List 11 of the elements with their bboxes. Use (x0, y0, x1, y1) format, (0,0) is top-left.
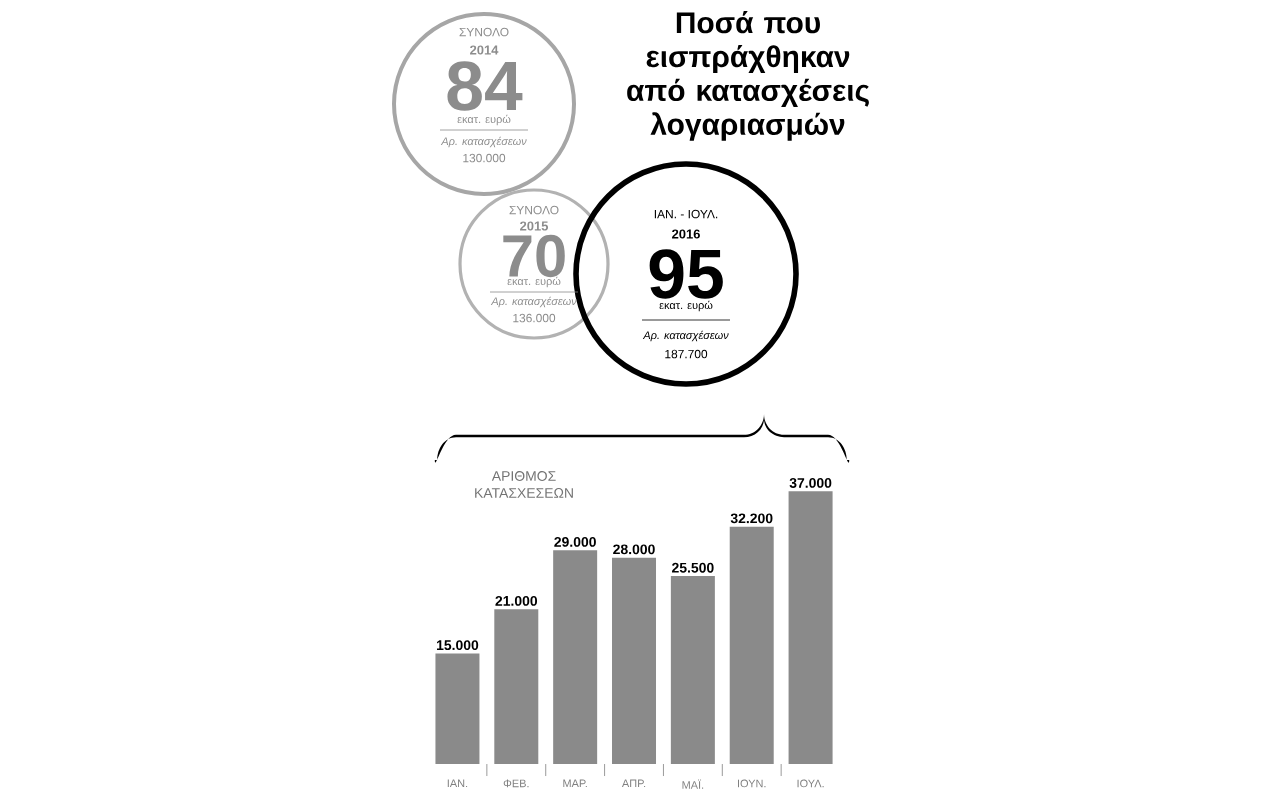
bar (670, 576, 715, 765)
bar (612, 557, 657, 765)
bar (553, 550, 598, 765)
text: 95 (649, 249, 723, 299)
text: 84 (447, 61, 523, 111)
bar (729, 526, 774, 765)
text: 70 (503, 234, 565, 278)
bar (788, 491, 833, 765)
bar (494, 609, 539, 765)
bar (435, 653, 480, 765)
chart-title: Ποσά που εισπράχθηκαν από κατασχέσεις λογαριασμών (627, 11, 869, 141)
